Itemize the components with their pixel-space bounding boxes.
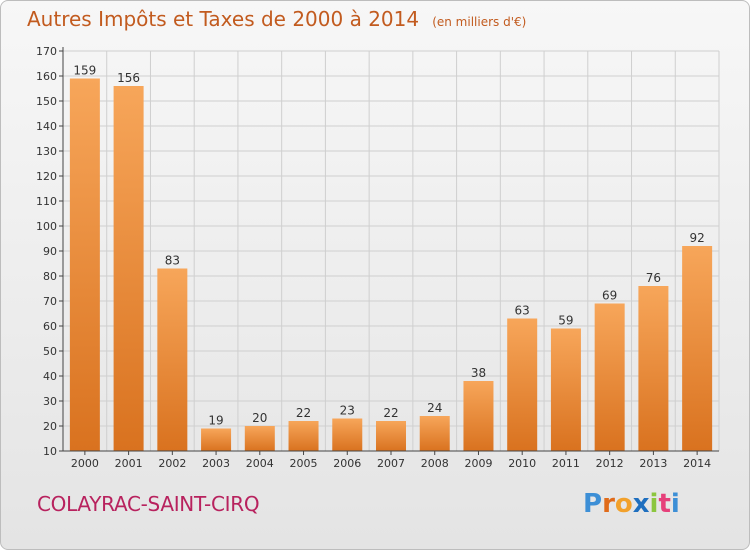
x-tick-label: 2005 — [290, 457, 318, 470]
bar — [201, 428, 232, 451]
y-tick-label: 20 — [43, 420, 57, 433]
value-label: 59 — [558, 314, 573, 328]
value-label: 76 — [646, 271, 661, 285]
y-tick-label: 100 — [36, 220, 57, 233]
value-label: 63 — [515, 304, 530, 318]
bar — [113, 86, 144, 451]
axes: 10 20 30 40 50 60 70 80 90 100 110 120 130 140 150 160 1… — [36, 45, 719, 470]
bar — [419, 416, 450, 451]
value-label: 24 — [427, 401, 442, 415]
bar — [463, 381, 494, 451]
value-labels: 159 156 83 19 20 22 23 22 24 38 63 59 69 76 92 — [73, 64, 704, 428]
bar — [157, 268, 188, 451]
y-tick-label: 50 — [43, 345, 57, 358]
bar — [288, 421, 319, 451]
brand-letter: i — [670, 489, 680, 519]
y-tick-label: 90 — [43, 245, 57, 258]
brand-letter: r — [602, 489, 615, 519]
x-tick-label: 2009 — [464, 457, 492, 470]
bar — [332, 418, 363, 451]
value-label: 23 — [340, 404, 355, 418]
x-tick-label: 2008 — [421, 457, 449, 470]
value-label: 38 — [471, 366, 486, 380]
x-tick-label: 2003 — [202, 457, 230, 470]
bar — [594, 303, 625, 451]
brand-letter: t — [658, 489, 671, 519]
value-label: 20 — [252, 411, 267, 425]
y-tick-label: 10 — [43, 445, 57, 458]
value-label: 69 — [602, 289, 617, 303]
bar — [550, 328, 581, 451]
x-tick-label: 2002 — [158, 457, 186, 470]
proxiti-logo[interactable]: Proxiti — [583, 489, 680, 519]
value-label: 19 — [208, 414, 223, 428]
y-tick-label: 120 — [36, 170, 57, 183]
bar — [244, 426, 275, 451]
x-tick-label: 2012 — [596, 457, 624, 470]
y-tick-label: 60 — [43, 320, 57, 333]
chart-title-block: Autres Impôts et Taxes de 2000 à 2014 (e… — [27, 7, 526, 31]
x-tick-label: 2000 — [71, 457, 99, 470]
x-tick-label: 2001 — [115, 457, 143, 470]
brand-letter: x — [632, 489, 650, 519]
value-label: 159 — [73, 64, 96, 78]
x-tick-label: 2007 — [377, 457, 405, 470]
value-label: 156 — [117, 71, 140, 85]
value-label: 92 — [689, 231, 704, 245]
brand-letter: i — [649, 489, 659, 519]
bar — [69, 78, 100, 451]
chart-title: Autres Impôts et Taxes de 2000 à 2014 — [27, 7, 420, 31]
y-tick-label: 80 — [43, 270, 57, 283]
chart-unit: (en milliers d'€) — [432, 15, 527, 29]
x-tick-label: 2010 — [508, 457, 536, 470]
value-label: 22 — [296, 406, 311, 420]
y-tick-label: 40 — [43, 370, 57, 383]
x-tick-label: 2013 — [639, 457, 667, 470]
x-tick-label: 2011 — [552, 457, 580, 470]
bar — [682, 246, 713, 451]
y-tick-label: 130 — [36, 145, 57, 158]
x-tick-label: 2006 — [333, 457, 361, 470]
y-tick-label: 30 — [43, 395, 57, 408]
y-tick-label: 70 — [43, 295, 57, 308]
y-tick-label: 170 — [36, 45, 57, 58]
brand-letter: P — [583, 489, 603, 519]
bar — [376, 421, 406, 451]
x-tick-label: 2004 — [246, 457, 274, 470]
location-label: COLAYRAC-SAINT-CIRQ — [37, 492, 260, 516]
value-label: 22 — [383, 406, 398, 420]
y-tick-label: 150 — [36, 95, 57, 108]
y-tick-label: 110 — [36, 195, 57, 208]
bar — [638, 286, 669, 451]
x-tick-label: 2014 — [683, 457, 711, 470]
value-label: 83 — [165, 254, 180, 268]
bars — [69, 78, 713, 451]
y-tick-label: 160 — [36, 70, 57, 83]
y-tick-label: 140 — [36, 120, 57, 133]
bar — [507, 318, 538, 451]
brand-letter: o — [614, 489, 633, 519]
